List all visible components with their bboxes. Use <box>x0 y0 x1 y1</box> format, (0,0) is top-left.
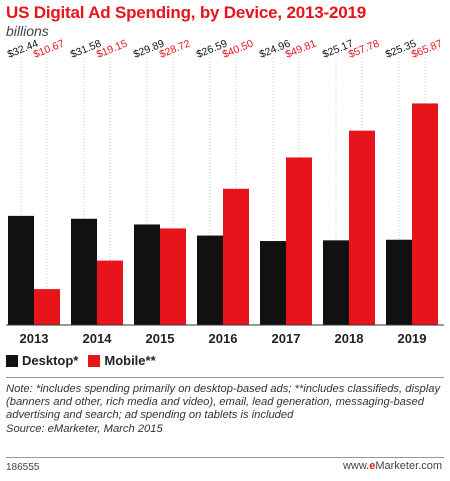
bar-desktop-2019 <box>386 239 412 325</box>
legend-item-desktop: Desktop* <box>6 353 78 368</box>
x-tick-2013: 2013 <box>20 331 49 346</box>
bar-mobile-2013 <box>34 289 60 325</box>
bar-desktop-2017 <box>260 241 286 325</box>
divider-top <box>6 377 444 378</box>
x-tick-2015: 2015 <box>146 331 175 346</box>
bar-desktop-2015 <box>134 224 160 325</box>
bar-mobile-2016 <box>223 188 249 325</box>
legend-item-mobile: Mobile** <box>88 353 156 368</box>
bar-mobile-2018 <box>349 130 375 325</box>
legend-swatch-mobile <box>88 354 101 367</box>
x-tick-2014: 2014 <box>83 331 113 346</box>
legend-swatch-desktop <box>6 354 18 367</box>
bar-desktop-2016 <box>197 235 223 325</box>
bar-chart: $32.44$10.672013$31.58$19.152014$29.89$2… <box>6 38 444 346</box>
chart-title: US Digital Ad Spending, by Device, 2013-… <box>6 3 366 22</box>
legend-label-desktop: Desktop* <box>22 353 79 368</box>
bar-desktop-2013 <box>8 215 34 325</box>
x-tick-2016: 2016 <box>209 331 238 346</box>
legend-label-mobile: Mobile** <box>104 353 156 368</box>
bar-mobile-2017 <box>286 157 312 325</box>
brand-logo: www.eMarketer.com <box>342 460 442 472</box>
x-tick-2018: 2018 <box>335 331 364 346</box>
divider-bottom <box>6 457 444 458</box>
note-text: Note: *includes spending primarily on de… <box>6 383 441 422</box>
bar-mobile-2014 <box>97 260 123 325</box>
chart-id: 186555 <box>6 462 40 473</box>
source-text: Source: eMarketer, March 2015 <box>6 422 163 435</box>
chart-subtitle: billions <box>6 23 49 39</box>
x-tick-2019: 2019 <box>398 331 427 346</box>
bar-mobile-2019 <box>412 103 438 325</box>
footnote: Note: *includes spending primarily on de… <box>6 383 442 436</box>
bar-desktop-2014 <box>71 218 97 325</box>
bar-desktop-2018 <box>323 240 349 325</box>
bar-mobile-2015 <box>160 228 186 325</box>
chart-legend: Desktop* Mobile** <box>6 353 166 368</box>
x-tick-2017: 2017 <box>272 331 301 346</box>
